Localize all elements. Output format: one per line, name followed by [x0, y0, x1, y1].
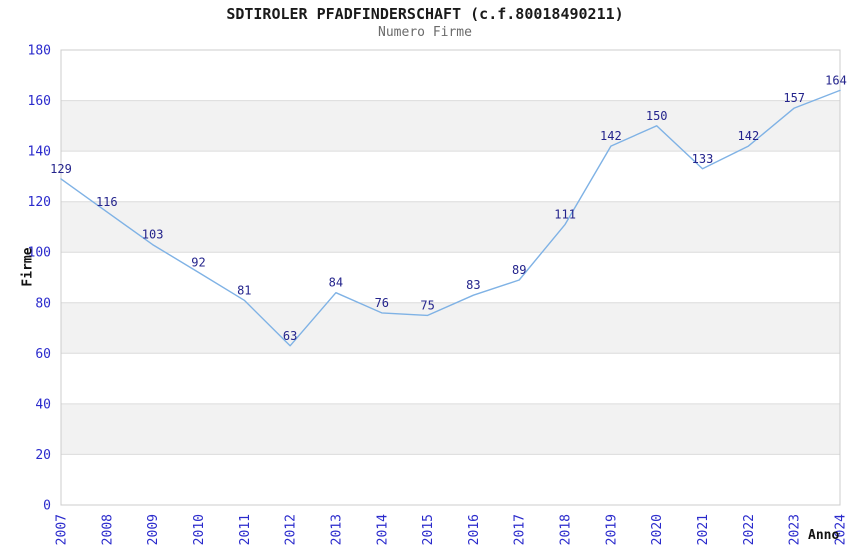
x-tick-label: 2008 [100, 514, 115, 545]
x-tick-label: 2021 [696, 514, 711, 545]
point-label: 111 [554, 207, 576, 221]
y-tick-label: 120 [28, 195, 51, 210]
y-tick-label: 60 [35, 347, 51, 362]
x-tick-label: 2013 [329, 514, 344, 545]
x-tick-label: 2015 [421, 514, 436, 545]
x-tick-label: 2019 [604, 514, 619, 545]
point-label: 129 [50, 162, 72, 176]
y-tick-label: 80 [35, 296, 51, 311]
x-axis-title: Anno [808, 528, 840, 543]
y-tick-label: 180 [28, 44, 51, 59]
x-tick-label: 2009 [146, 514, 161, 545]
point-label: 76 [375, 296, 389, 310]
x-tick-label: 2020 [650, 514, 665, 545]
y-tick-label: 100 [28, 246, 51, 261]
x-tick-label: 2018 [559, 514, 574, 545]
plot-band [61, 302, 840, 354]
point-label: 150 [646, 109, 668, 123]
x-tick-label: 2014 [375, 514, 390, 545]
y-tick-label: 20 [35, 448, 51, 463]
y-tick-label: 40 [35, 397, 51, 412]
point-label: 63 [283, 329, 297, 343]
chart-title: SDTIROLER PFADFINDERSCHAFT (c.f.80018490… [226, 5, 624, 23]
chart-subtitle: Numero Firme [378, 25, 472, 40]
series-line [60, 89, 841, 347]
plot-band [61, 201, 840, 253]
point-label: 142 [600, 129, 622, 143]
point-label: 89 [512, 263, 526, 277]
plot-band [61, 403, 840, 455]
x-tick-label: 2011 [238, 514, 253, 545]
y-tick-label: 160 [28, 94, 51, 109]
point-label: 142 [738, 129, 760, 143]
y-tick-label: 140 [28, 145, 51, 160]
point-label: 83 [466, 278, 480, 292]
point-label: 133 [692, 152, 714, 166]
x-tick-label: 2010 [192, 514, 207, 545]
point-label: 81 [237, 283, 251, 297]
x-tick-label: 2016 [467, 514, 482, 545]
x-tick-label: 2023 [788, 514, 803, 545]
point-label: 75 [420, 298, 434, 312]
y-tick-label: 0 [43, 499, 51, 514]
plot-band [61, 100, 840, 152]
point-label: 84 [329, 276, 343, 290]
x-tick-label: 2012 [284, 514, 299, 545]
point-label: 116 [96, 195, 118, 209]
point-label: 164 [825, 73, 847, 87]
x-tick-label: 2017 [513, 514, 528, 545]
x-tick-label: 2007 [55, 514, 70, 545]
plot-border [60, 49, 841, 506]
x-tick-label: 2024 [834, 514, 849, 545]
point-label: 157 [783, 91, 805, 105]
y-axis-title: Firme [20, 247, 36, 287]
point-label: 103 [142, 228, 164, 242]
x-tick-label: 2022 [742, 514, 757, 545]
point-label: 92 [191, 255, 205, 269]
